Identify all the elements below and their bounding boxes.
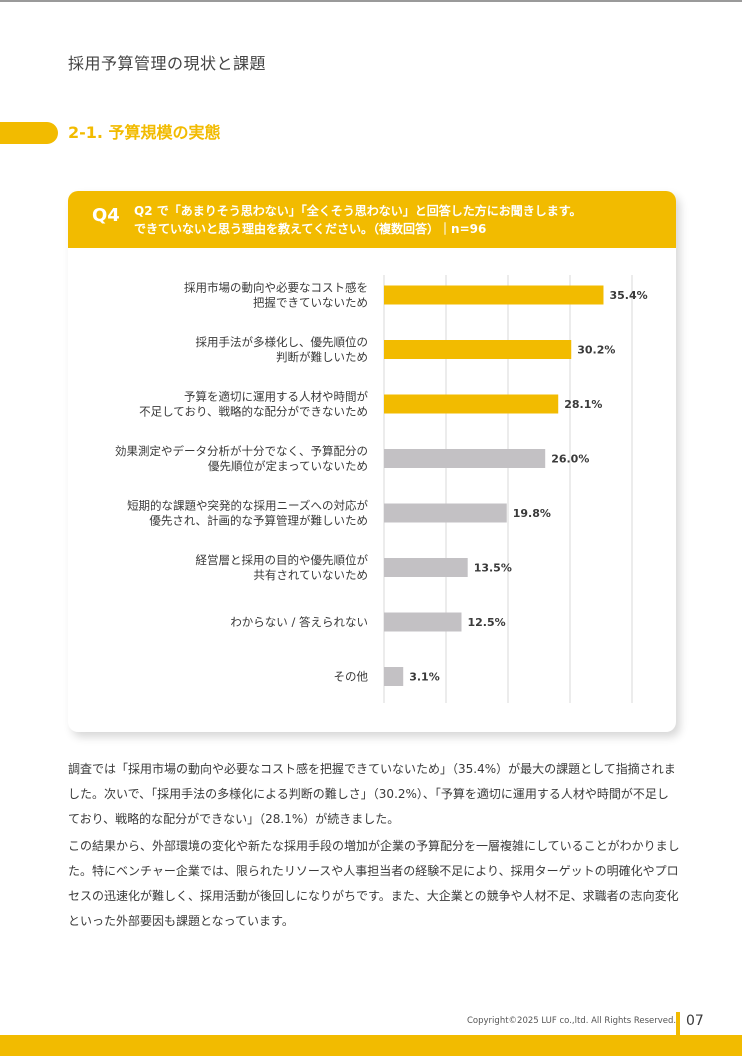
bar-3 [384,449,546,468]
category-label-1-1: 判断が難しいため [276,350,368,364]
bar-0 [384,285,604,305]
category-label-6-0: わからない / 答えられない [230,615,368,629]
category-label-2-0: 予算を適切に運用する人材や時間が [184,390,368,404]
bar-2 [384,394,559,414]
bar-value-label-3: 26.0% [551,453,589,466]
bar-5 [384,558,468,577]
category-label-7-0: その他 [334,670,369,684]
question-text: Q2 で「あまりそう思わない」「全くそう思わない」と回答した方にお聞きします。 … [134,202,582,238]
category-label-0-1: 把握できていないため [253,296,368,310]
bar-value-label-2: 28.1% [564,398,602,411]
body-paragraph-2: この結果から、外部環境の変化や新たな採用手段の増加が企業の予算配分を一層複雑にし… [68,839,680,928]
category-label-3-1: 優先順位が定まっていないため [208,459,368,473]
bar-value-label-0: 35.4% [609,289,647,302]
section-accent-bar [0,122,58,144]
category-label-0-0: 採用市場の動向や必要なコスト感を [184,281,368,295]
question-line-2: できていないと思う理由を教えてください。（複数回答）｜n=96 [134,222,487,236]
bar-1 [384,340,572,359]
category-label-2-1: 不足しており、戦略的な配分ができないため [139,405,368,419]
bar-6 [384,612,462,632]
page-header-title: 採用予算管理の現状と課題 [68,54,267,73]
bar-value-label-4: 19.8% [513,507,551,520]
bar-chart: 35.4% 採用市場の動向や必要なコスト感を把握できていないため 30.2% 採用手法… [115,275,648,703]
section-title: 2-1. 予算規模の実態 [68,123,221,142]
body-paragraph-1: 調査では「採用市場の動向や必要なコスト感を把握できていないため」（35.4%）が… [68,762,676,826]
bar-4 [384,503,507,523]
category-label-4-1: 優先され、計画的な予算管理が難しいため [149,514,368,528]
question-header: Q4 Q2 で「あまりそう思わない」「全くそう思わない」と回答した方にお聞きしま… [68,191,676,248]
page-number: 07 [686,1013,704,1029]
bottom-band [0,1035,742,1056]
question-label: Q4 [92,205,120,226]
category-label-1-0: 採用手法が多様化し、優先順位の [196,335,369,349]
footer-accent-bar [676,1012,680,1035]
bar-value-label-7: 3.1% [409,671,440,684]
top-rule [0,0,742,2]
category-label-5-1: 共有されていないため [253,568,368,582]
category-label-5-0: 経営層と採用の目的や優先順位が [196,553,369,567]
question-line-1: Q2 で「あまりそう思わない」「全くそう思わない」と回答した方にお聞きします。 [134,204,582,218]
bar-value-label-5: 13.5% [474,562,512,575]
body-text: 調査では「採用市場の動向や必要なコスト感を把握できていないため」（35.4%）が… [68,757,680,936]
footer-copyright: Copyright©2025 LUF co.,ltd. All Rights R… [467,1016,677,1026]
bar-value-label-6: 12.5% [468,616,506,629]
bar-7 [384,667,404,686]
category-label-4-0: 短期的な課題や突発的な採用ニーズへの対応が [127,499,368,513]
category-label-3-0: 効果測定やデータ分析が十分でなく、予算配分の [115,444,368,458]
survey-card: Q4 Q2 で「あまりそう思わない」「全くそう思わない」と回答した方にお聞きしま… [68,191,676,732]
bar-value-label-1: 30.2% [577,344,615,357]
